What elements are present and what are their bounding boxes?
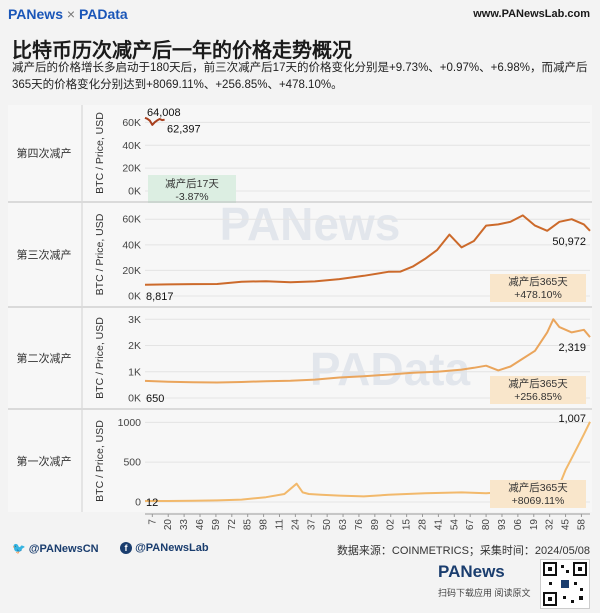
panel-3-annotation-title: 减产后365天	[508, 377, 568, 390]
panel-4-series-line	[145, 421, 591, 502]
panel-2-annotation-value: +478.10%	[514, 289, 562, 301]
panel-4-ylabel: BTC / Price, USD	[94, 420, 106, 502]
panel-1-end-label: 62,397	[167, 124, 201, 136]
x-tick-label-14: 189	[370, 519, 381, 530]
panel-2-start-label: 8,817	[146, 291, 174, 303]
x-tick-label-24: 319	[529, 519, 540, 530]
panel-2-ytick-0: 0K	[128, 291, 141, 303]
x-tick-label-8: 111	[274, 519, 285, 530]
x-tick-label-0: 7	[147, 519, 158, 525]
x-tick-label-16: 215	[402, 519, 413, 530]
x-tick-label-22: 293	[497, 519, 508, 530]
panel-4-ytick-0: 0	[135, 497, 141, 509]
panel-1-series-line	[144, 116, 165, 126]
panel-2-ylabel: BTC / Price, USD	[94, 213, 106, 295]
x-tick-label-23: 306	[513, 519, 524, 530]
panel-4-annotation-title: 减产后365天	[508, 481, 568, 494]
x-tick-label-17: 228	[418, 519, 429, 530]
site-url[interactable]: www.PANewsLab.com	[473, 8, 590, 20]
x-tick-label-3: 46	[195, 519, 206, 530]
x-tick-label-6: 85	[243, 519, 254, 530]
panel-2-label: 第三次减产	[17, 248, 72, 262]
brand-left: PANews	[8, 6, 63, 22]
panel-4-label: 第一次减产	[17, 454, 72, 468]
panel-1-ytick-3: 60K	[122, 117, 141, 129]
panel-1-ylabel: BTC / Price, USD	[94, 112, 106, 194]
panel-1-annotation-box	[148, 175, 236, 203]
panel-4-annotation-box	[490, 480, 586, 508]
x-tick-label-5: 72	[227, 519, 238, 530]
brand-separator: ×	[66, 6, 76, 22]
twitter-handle[interactable]: 🐦 @PANewsCN	[12, 542, 99, 555]
qr-code-icon[interactable]	[540, 559, 590, 609]
panel-3-annotation-value: +256.85%	[514, 391, 562, 403]
panel-2-end-label: 50,972	[552, 236, 586, 248]
panel-2-series-line	[144, 214, 591, 286]
panel-4-ytick-1: 500	[123, 457, 141, 469]
x-tick-label-1: 20	[163, 519, 174, 530]
panel-3-start-label: 650	[146, 393, 164, 405]
x-tick-label-10: 137	[306, 519, 317, 530]
twitter-text: @PANewsCN	[28, 543, 99, 555]
data-source: 数据来源：COINMETRICS；采集时间：2024/05/08	[336, 545, 590, 557]
x-tick-label-25: 332	[545, 519, 556, 530]
x-tick-label-11: 150	[322, 519, 333, 530]
footer: 🐦 @PANewsCN f @PANewsLab 数据来源：COINMETRIC…	[0, 532, 600, 611]
panel-4-annotation-value: +8069.11%	[512, 495, 565, 507]
panel-2-annotation-box	[490, 274, 586, 302]
panel-3-ytick-1: 1K	[128, 366, 141, 378]
panel-2-annotation-title: 减产后365天	[508, 275, 568, 288]
facebook-text: @PANewsLab	[135, 542, 209, 554]
x-tick-label-12: 163	[338, 519, 349, 530]
watermark-panews: PANews	[220, 198, 401, 250]
footer-logo: PANews	[438, 562, 505, 581]
x-tick-label-7: 98	[259, 519, 270, 530]
top-bar: PANews × PAData www.PANewsLab.com	[0, 0, 600, 28]
twitter-icon: 🐦	[12, 543, 26, 555]
brand-logo: PANews × PAData	[8, 6, 128, 22]
footer-tagline: 扫码下载应用 阅读原文	[438, 588, 531, 598]
panel-4-ytick-2: 1000	[118, 417, 142, 429]
panel-3-ytick-2: 2K	[128, 340, 141, 352]
facebook-icon: f	[120, 542, 132, 554]
panel-1-annotation-value: -3.87%	[175, 191, 208, 203]
panel-1-start-label: 64,008	[147, 107, 181, 119]
x-tick-label-15: 202	[386, 519, 397, 530]
panel-1-annotation-title: 减产后17天	[165, 177, 219, 190]
x-tick-label-9: 124	[290, 519, 301, 530]
x-tick-label-2: 33	[179, 519, 190, 530]
x-tick-label-27: 358	[576, 519, 587, 530]
panel-1-label: 第四次减产	[17, 146, 72, 160]
panel-3-ylabel: BTC / Price, USD	[94, 317, 106, 399]
x-tick-label-19: 254	[449, 519, 460, 530]
panel-3-ytick-3: 3K	[128, 314, 141, 326]
panel-1-ytick-1: 20K	[122, 163, 141, 175]
panel-3-end-label: 2,319	[558, 342, 586, 354]
panel-4-end-label: 1,007	[558, 413, 586, 425]
chart-background	[8, 105, 592, 512]
panel-1-ytick-0: 0K	[128, 186, 141, 198]
panel-3-label: 第二次减产	[17, 351, 72, 365]
panel-3-series-line	[144, 318, 591, 384]
x-tick-label-21: 280	[481, 519, 492, 530]
x-tick-label-18: 241	[433, 519, 444, 530]
panel-3-ytick-0: 0K	[128, 393, 141, 405]
watermark-padata: PAData	[310, 343, 471, 395]
page-title: 比特币历次减产后一年的价格走势概况	[12, 40, 352, 62]
description: 减产后的价格增长多启动于180天后，前三次减产后17天的价格变化分别是+9.73…	[12, 62, 588, 91]
panel-2-ytick-2: 40K	[122, 239, 141, 251]
x-tick-label-13: 176	[354, 519, 365, 530]
panel-4-start-label: 12	[146, 497, 158, 509]
halving-chart: PANews PAData 第四次减产 BTC / Price, USD 0K 20K 40…	[8, 105, 592, 530]
x-tick-label-26: 345	[561, 519, 572, 530]
facebook-handle[interactable]: f @PANewsLab	[120, 542, 209, 554]
x-tick-label-4: 59	[211, 519, 222, 530]
brand-right: PAData	[78, 6, 128, 22]
panel-3-annotation-box	[490, 376, 586, 404]
panel-1-ytick-2: 40K	[122, 140, 141, 152]
x-tick-label-20: 267	[465, 519, 476, 530]
panel-2-ytick-1: 20K	[122, 265, 141, 277]
panel-2-ytick-3: 60K	[122, 214, 141, 226]
